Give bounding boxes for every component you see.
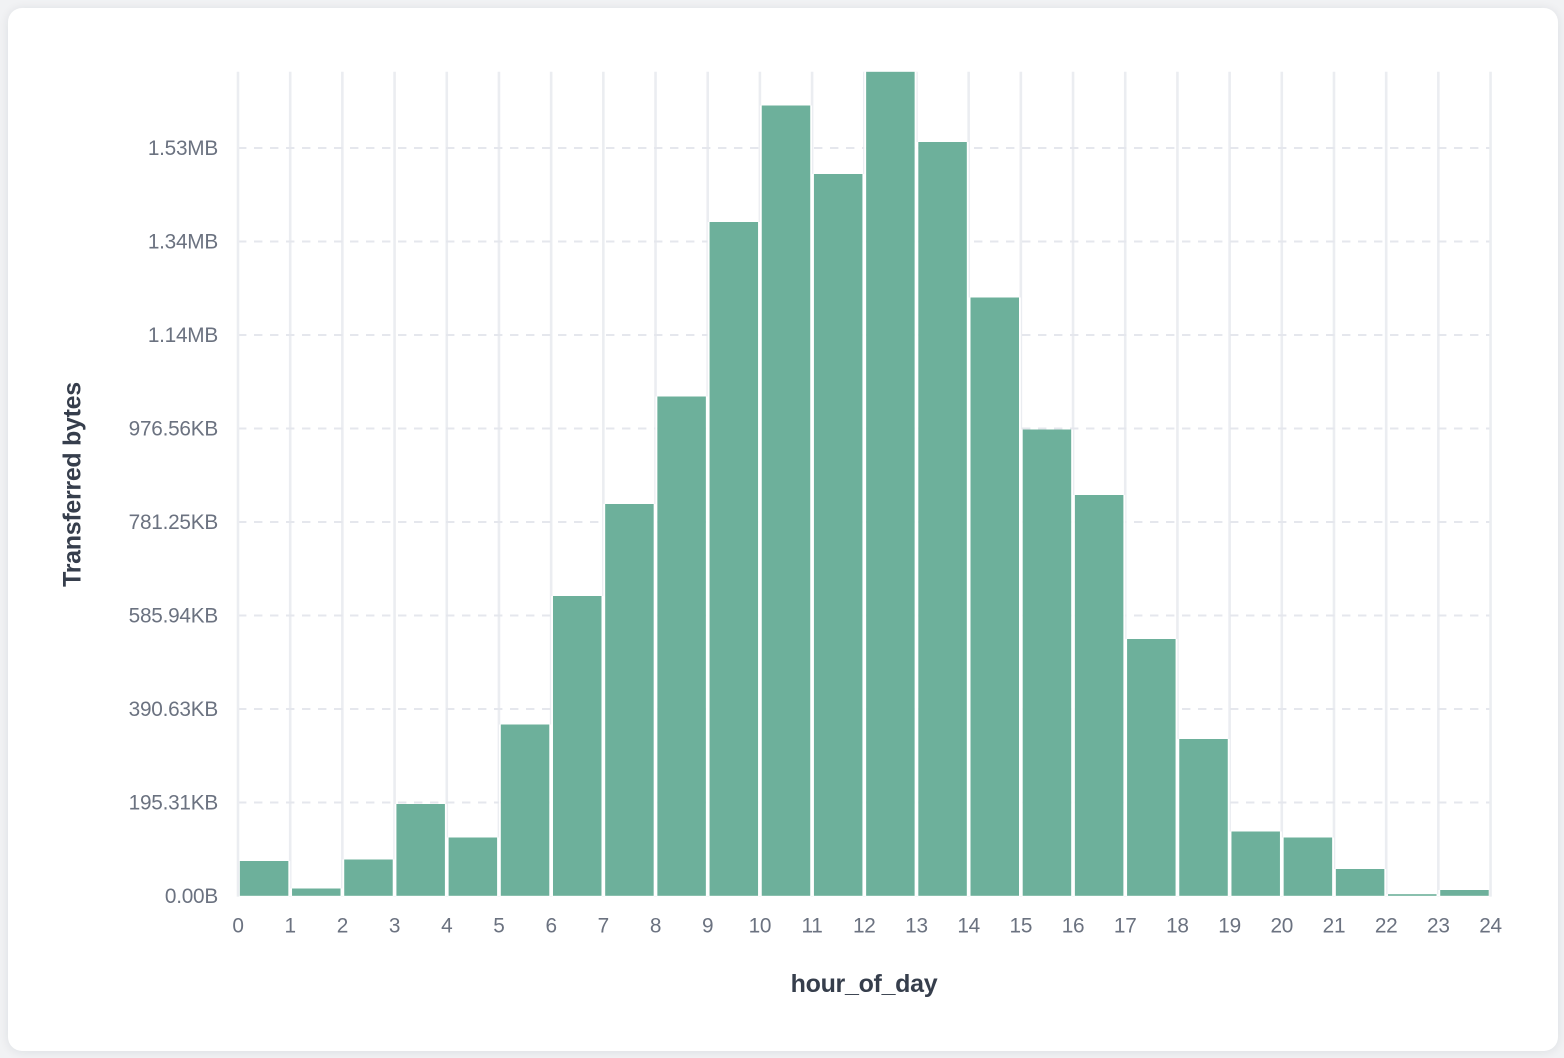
svg-text:18: 18	[1166, 914, 1189, 937]
svg-text:6: 6	[545, 914, 556, 937]
svg-text:23: 23	[1427, 914, 1450, 937]
svg-text:16: 16	[1062, 914, 1085, 937]
svg-text:7: 7	[598, 914, 609, 937]
svg-text:3: 3	[389, 914, 400, 937]
svg-text:9: 9	[702, 914, 713, 937]
svg-text:4: 4	[441, 914, 452, 937]
svg-text:8: 8	[650, 914, 661, 937]
svg-text:2: 2	[337, 914, 348, 937]
svg-text:20: 20	[1270, 914, 1293, 937]
svg-text:1.53MB: 1.53MB	[148, 137, 218, 160]
svg-text:0: 0	[232, 914, 243, 937]
svg-text:13: 13	[905, 914, 928, 937]
svg-text:585.94KB: 585.94KB	[129, 605, 218, 628]
svg-text:19: 19	[1218, 914, 1241, 937]
svg-text:1.14MB: 1.14MB	[148, 324, 218, 347]
svg-text:0.00B: 0.00B	[165, 885, 218, 908]
svg-text:11: 11	[802, 914, 823, 937]
svg-text:12: 12	[853, 914, 876, 937]
svg-text:21: 21	[1323, 914, 1346, 937]
svg-text:781.25KB: 781.25KB	[129, 511, 218, 534]
svg-text:14: 14	[957, 914, 980, 937]
svg-text:976.56KB: 976.56KB	[129, 418, 218, 441]
svg-text:hour_of_day: hour_of_day	[791, 970, 938, 998]
svg-text:10: 10	[749, 914, 772, 937]
svg-text:1: 1	[285, 914, 296, 937]
svg-text:17: 17	[1114, 914, 1137, 937]
svg-text:390.63KB: 390.63KB	[129, 698, 218, 721]
svg-text:195.31KB: 195.31KB	[129, 792, 218, 815]
svg-text:22: 22	[1375, 914, 1398, 937]
svg-text:5: 5	[493, 914, 504, 937]
svg-text:24: 24	[1479, 914, 1502, 937]
svg-text:1.34MB: 1.34MB	[148, 231, 218, 254]
svg-text:15: 15	[1010, 914, 1033, 937]
svg-text:Transferred bytes: Transferred bytes	[58, 382, 86, 587]
